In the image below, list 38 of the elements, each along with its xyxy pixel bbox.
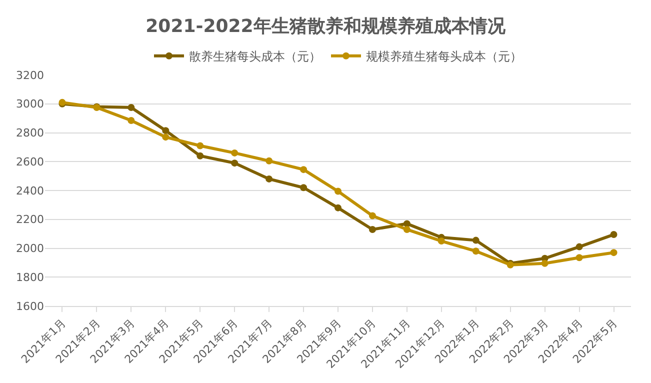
point [610, 249, 618, 256]
y-tick-label: 2200 [16, 213, 44, 226]
point [368, 212, 376, 220]
point [472, 248, 480, 255]
y-tick-label: 1600 [16, 300, 44, 313]
point [231, 149, 238, 156]
point [438, 238, 445, 245]
legend-label: 规模养殖生猪每头成本（元） [366, 50, 522, 64]
y-tick-label: 3000 [16, 98, 44, 111]
y-tick-label: 2800 [16, 126, 44, 140]
point [162, 134, 170, 141]
point [196, 152, 204, 160]
point [334, 204, 342, 212]
point [610, 231, 618, 238]
point [541, 260, 548, 267]
y-tick-label: 2000 [16, 242, 44, 256]
point [266, 157, 273, 164]
point [196, 142, 204, 150]
point [266, 175, 273, 182]
point [300, 184, 308, 192]
point [231, 160, 238, 167]
point [576, 243, 583, 250]
point [403, 220, 410, 228]
y-tick-label: 2600 [16, 155, 44, 168]
y-tick-label: 3200 [16, 68, 44, 82]
point [472, 236, 480, 244]
point [403, 226, 410, 233]
y-tick-label: 1800 [16, 270, 44, 284]
point [334, 188, 342, 195]
point [128, 104, 135, 111]
point [162, 127, 170, 134]
y-tick-label: 2400 [16, 184, 44, 198]
legend-label: 散养生猪每头成本（元） [189, 50, 321, 64]
point [128, 116, 135, 124]
chart-title: 2021-2022年生猪散养和规模养殖成本情况 [146, 16, 506, 37]
point [576, 254, 583, 262]
point [300, 166, 308, 174]
point [368, 226, 376, 233]
